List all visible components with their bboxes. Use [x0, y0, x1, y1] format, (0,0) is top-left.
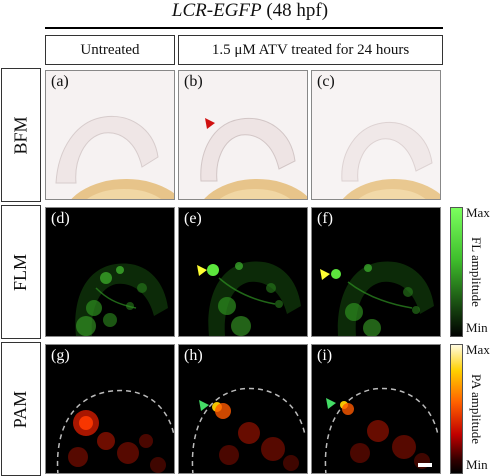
panel-d-fluorescence: (d): [45, 207, 175, 337]
panel-c-brightfield: (c): [311, 70, 441, 200]
panel-a-brightfield: (a): [45, 70, 175, 200]
yellow-arrowhead-icon: [320, 269, 330, 280]
column-header-treated: 1.5 μM ATV treated for 24 hours: [178, 35, 443, 65]
panel-label-g: (g): [51, 347, 70, 364]
column-header-untreated: Untreated: [45, 35, 175, 65]
title-underline: [45, 27, 443, 29]
brightfield-image-a: [46, 71, 174, 199]
panel-label-c: (c): [317, 73, 335, 90]
photoacoustic-image-g: [46, 345, 174, 473]
brightfield-image-b: [179, 71, 307, 199]
panel-g-photoacoustic: (g): [45, 344, 175, 474]
panel-label-i: (i): [317, 347, 333, 364]
panel-label-a: (a): [51, 73, 69, 90]
pa-colorbar-max: Max: [466, 342, 490, 357]
row-label-bfm: BFM: [1, 68, 41, 202]
red-arrowhead-icon: [205, 118, 215, 129]
row-label-pam: PAM: [1, 342, 41, 476]
green-arrowhead-icon: [326, 398, 336, 409]
pa-colorbar-min: Min: [466, 457, 488, 472]
title-stage: (48 hpf): [261, 0, 329, 21]
fl-colorbar-max: Max: [466, 205, 490, 220]
brightfield-image-c: [312, 71, 440, 199]
row-label-pam-text: PAM: [10, 390, 31, 428]
panel-i-photoacoustic: (i): [311, 344, 441, 474]
fluorescence-image-e: [179, 208, 307, 336]
row-label-flm-text: FLM: [10, 253, 31, 291]
fl-colorbar-title: FL amplitude: [469, 237, 484, 307]
row-label-flm: FLM: [1, 205, 41, 339]
panel-label-f: (f): [317, 210, 333, 227]
photoacoustic-image-h: [179, 345, 307, 473]
photoacoustic-image-i: [312, 345, 440, 473]
green-arrowhead-icon: [199, 400, 209, 411]
panel-b-brightfield: (b): [178, 70, 308, 200]
panel-e-fluorescence: (e): [178, 207, 308, 337]
panel-label-e: (e): [184, 210, 202, 227]
row-label-bfm-text: BFM: [10, 115, 31, 155]
yellow-arrowhead-icon: [197, 265, 207, 276]
panel-f-fluorescence: (f): [311, 207, 441, 337]
title-gene: LCR-EGFP: [171, 0, 262, 21]
panel-label-h: (h): [184, 347, 203, 364]
fluorescence-image-f: [312, 208, 440, 336]
figure-title: LCR-EGFP (48 hpf): [0, 0, 500, 22]
panel-label-b: (b): [184, 73, 203, 90]
pa-colorbar-title: PA amplitude: [469, 374, 484, 444]
fl-colorbar: [450, 207, 463, 337]
fl-colorbar-min: Min: [466, 320, 488, 335]
panel-label-d: (d): [51, 210, 70, 227]
panel-h-photoacoustic: (h): [178, 344, 308, 474]
pa-colorbar: [450, 344, 463, 474]
fluorescence-image-d: [46, 208, 174, 336]
scale-bar: [418, 463, 432, 467]
